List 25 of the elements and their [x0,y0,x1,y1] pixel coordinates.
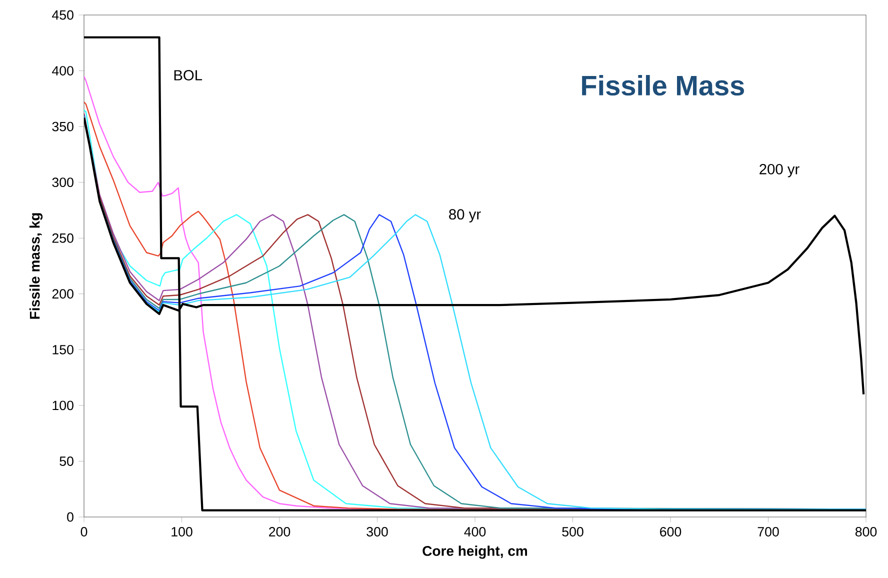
x-axis-title: Core height, cm [422,546,528,559]
x-tick-label: 600 [660,527,682,536]
x-tick-label: 200 [269,527,290,536]
y-tick-label: 0 [67,512,74,522]
y-tick-label: 300 [52,178,74,188]
y-tick-label: 200 [52,289,74,299]
x-tick-label: 0 [80,527,88,536]
y-tick-label: 250 [52,233,74,243]
x-tick-label: 800 [855,527,877,536]
y-axis-title: Fissile mass, kg [29,213,43,319]
y-tick-label: 350 [52,122,74,132]
x-tick-label: 400 [464,527,486,536]
x-tick-label: 300 [366,527,388,536]
x-tick-label: 100 [172,527,192,536]
x-tick-label: 500 [562,527,584,536]
annotation: 200 yr [760,164,800,178]
annotation: BOL [174,70,202,80]
y-tick-label: 400 [52,66,74,76]
annotation: 80 yr [449,209,481,222]
x-tick-label: 700 [758,527,779,536]
y-tick-label: 50 [60,456,74,466]
y-tick-label: 150 [52,344,74,354]
y-tick-label: 100 [52,400,74,410]
y-tick-label: 450 [52,10,74,20]
text: Fissile Mass [582,75,744,96]
